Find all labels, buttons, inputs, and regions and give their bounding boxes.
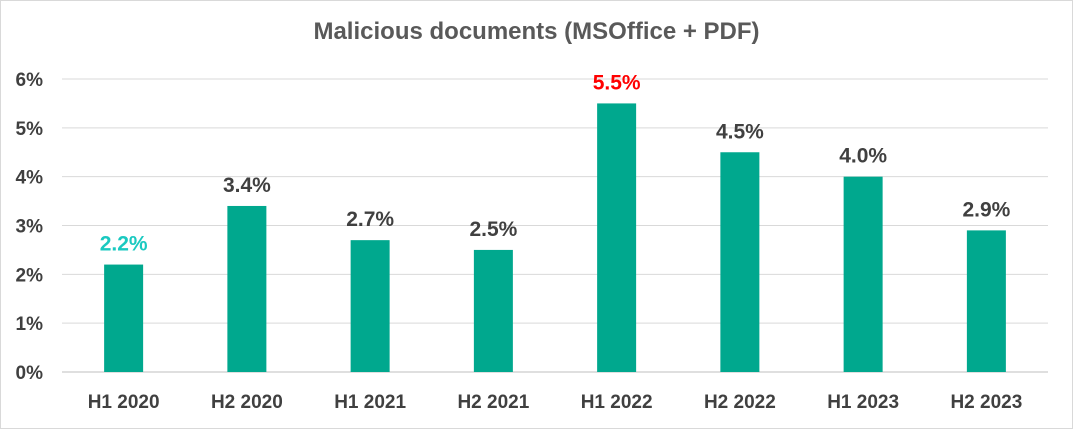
- data-label: 2.2%: [100, 233, 148, 256]
- y-tick-label: 4%: [16, 168, 44, 189]
- data-labels: 2.2% 3.4% 2.7% 2.5% 5.5% 4.5% 4.0% 2.9%: [100, 71, 1011, 255]
- bar: [843, 176, 883, 372]
- x-tick-label: H1 2021: [334, 392, 406, 413]
- data-label: 5.5%: [593, 71, 641, 94]
- y-axis-tick-labels: 0% 1% 2% 3% 4% 5% 6%: [16, 70, 44, 384]
- y-tick-label: 5%: [16, 119, 44, 140]
- x-tick-label: H2 2023: [950, 392, 1022, 413]
- data-label: 4.5%: [716, 120, 764, 143]
- x-axis-tick-labels: H1 2020 H2 2020 H1 2021 H2 2021 H1 2022 H2 20…: [88, 392, 1023, 413]
- bar: [966, 230, 1006, 372]
- x-tick-label: H1 2020: [88, 392, 160, 413]
- gridlines: [62, 78, 1048, 373]
- bar: [597, 103, 637, 373]
- bar: [473, 249, 513, 372]
- bars: [104, 103, 1006, 373]
- y-tick-label: 2%: [16, 265, 44, 286]
- data-label: 3.4%: [223, 174, 271, 197]
- data-label: 2.5%: [469, 218, 517, 241]
- data-label: 2.7%: [346, 208, 394, 231]
- x-tick-label: H1 2023: [827, 392, 899, 413]
- data-label: 4.0%: [839, 145, 887, 168]
- x-tick-label: H1 2022: [581, 392, 653, 413]
- bar: [227, 205, 267, 372]
- y-tick-label: 3%: [16, 217, 44, 238]
- x-tick-label: H2 2020: [211, 392, 283, 413]
- y-tick-label: 1%: [16, 314, 44, 335]
- y-tick-label: 6%: [16, 70, 44, 91]
- bar: [350, 240, 390, 372]
- y-tick-label: 0%: [16, 363, 44, 384]
- x-tick-label: H2 2022: [704, 392, 776, 413]
- bar: [104, 264, 144, 372]
- bar: [720, 152, 760, 372]
- x-tick-label: H2 2021: [457, 392, 529, 413]
- chart-title: Malicious documents (MSOffice + PDF): [313, 18, 760, 45]
- data-label: 2.9%: [962, 198, 1010, 221]
